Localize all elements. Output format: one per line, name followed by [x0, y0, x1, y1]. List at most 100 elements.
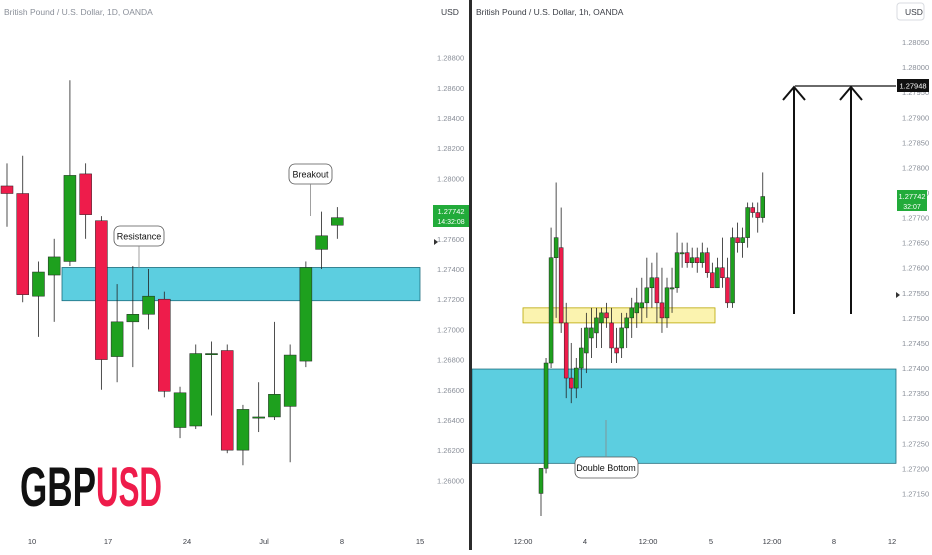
right-candle-body — [654, 277, 660, 304]
right-x-tick-label: 12:00 — [514, 537, 533, 546]
left-candle-body — [95, 220, 108, 360]
left-x-tick-label: 17 — [104, 537, 112, 546]
left-candle — [110, 284, 124, 383]
right-y-tick-label: 1.28050 — [902, 38, 929, 47]
right-candle-body — [574, 367, 579, 389]
right-candle — [634, 287, 640, 328]
left-y-tick-label: 1.26200 — [437, 446, 464, 455]
right-candle-body — [553, 237, 559, 258]
right-y-tick-label: 1.27950 — [902, 88, 929, 97]
right-candle — [538, 468, 544, 516]
left-candle — [205, 341, 218, 416]
left-y-tick-label: 1.26400 — [437, 416, 464, 425]
left-y-tick-label: 1.26000 — [437, 476, 464, 485]
left-y-tick-label: 1.27200 — [437, 295, 464, 304]
right-candle — [669, 267, 675, 313]
right-candle-body — [609, 322, 614, 349]
right-scale-marker-icon — [896, 292, 900, 298]
target-price-tag: 1.27948 — [897, 79, 929, 92]
right-candle-body — [679, 252, 685, 255]
right-candle-body — [689, 257, 695, 263]
right-candle-body — [730, 237, 735, 304]
right-y-tick-label: 1.27400 — [902, 364, 929, 373]
right-demand-zone — [471, 368, 897, 464]
right-candle — [584, 312, 589, 374]
left-y-tick-label: 1.26600 — [437, 386, 464, 395]
right-candle-body — [629, 307, 634, 319]
right-candle-body — [639, 302, 645, 309]
right-candle-body — [750, 207, 755, 213]
left-candle-body — [299, 267, 313, 362]
left-candle-body — [126, 314, 140, 323]
brand-usd: USD — [96, 455, 162, 518]
right-price-value: 1.27742 — [898, 192, 925, 201]
left-x-tick-label: Jul — [259, 537, 269, 546]
right-candle — [599, 307, 604, 348]
right-candle-body — [584, 327, 589, 354]
right-candle — [684, 242, 690, 268]
right-x-tick-label: 8 — [832, 537, 836, 546]
right-candle — [740, 227, 745, 258]
right-candle — [604, 302, 609, 328]
left-candle-body — [220, 350, 234, 451]
left-candle-body — [63, 175, 77, 262]
left-candle — [158, 291, 171, 398]
right-candle — [755, 202, 760, 233]
left-candle-body — [236, 409, 250, 451]
left-candle-body — [0, 185, 14, 194]
right-candle — [558, 207, 564, 333]
right-candle — [689, 247, 695, 268]
left-resistance-zone — [61, 267, 421, 302]
right-y-tick-label: 1.27300 — [902, 414, 929, 423]
right-candle-body — [684, 252, 690, 263]
left-y-tick-label: 1.27400 — [437, 265, 464, 274]
left-candle — [32, 261, 45, 337]
right-candle — [730, 227, 735, 308]
right-candle-body — [538, 468, 544, 494]
right-candle — [715, 257, 720, 289]
right-currency-box — [896, 2, 925, 21]
right-y-tick-label: 1.27850 — [902, 138, 929, 147]
brand-gbp: GBP — [20, 455, 96, 518]
double-bottom-label: Double Bottom — [576, 463, 636, 473]
right-y-tick-label: 1.27650 — [902, 239, 929, 248]
right-y-tick-label: 1.27250 — [902, 439, 929, 448]
left-candle — [79, 163, 92, 239]
right-candle-body — [735, 237, 740, 243]
right-candle-body — [664, 287, 670, 319]
right-candle-body — [599, 312, 604, 324]
right-y-tick-label: 1.27350 — [902, 389, 929, 398]
double-bottom-callout: Double Bottom — [574, 420, 639, 479]
left-x-tick-label: 15 — [416, 537, 424, 546]
left-x-tick-label: 24 — [183, 537, 191, 546]
right-candle — [629, 297, 634, 338]
right-candle — [574, 358, 579, 399]
right-candle — [619, 312, 624, 359]
left-y-tick-label: 1.28200 — [437, 144, 464, 153]
left-candle-body — [173, 392, 187, 428]
left-candle-body — [205, 353, 218, 355]
right-candle-body — [543, 362, 549, 469]
right-x-tick-label: 4 — [583, 537, 587, 546]
right-candle-body — [720, 267, 725, 279]
left-chart-title: British Pound / U.S. Dollar, 1D, OANDA — [4, 7, 153, 17]
right-y-tick-label: 1.27900 — [902, 113, 929, 122]
right-candle — [563, 302, 569, 399]
left-candle — [142, 269, 155, 330]
right-candle-body — [669, 287, 675, 290]
left-scale-marker-icon — [434, 239, 438, 245]
left-candle — [47, 238, 61, 322]
right-candle — [543, 358, 549, 474]
right-y-tick-label: 1.28000 — [902, 63, 929, 72]
left-y-tick-label: 1.27000 — [437, 325, 464, 334]
resistance-label: Resistance — [117, 232, 162, 242]
right-candle-body — [745, 207, 750, 238]
right-y-tick-label: 1.27550 — [902, 289, 929, 298]
left-candle — [126, 265, 140, 368]
right-candle — [548, 227, 554, 369]
right-y-tick-label: 1.27600 — [902, 264, 929, 273]
right-candle-body — [624, 317, 629, 329]
right-candle — [568, 342, 574, 404]
left-price-tag: 1.27742 14:32:08 — [433, 205, 469, 227]
